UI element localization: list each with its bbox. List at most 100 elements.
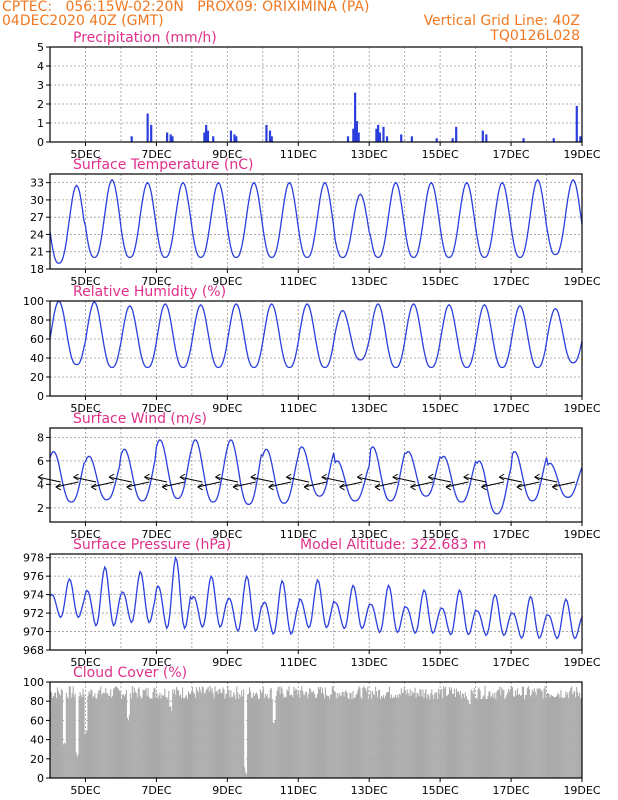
x-tick-label: 9DEC: [212, 656, 242, 669]
wind-arrow-head: [339, 486, 345, 491]
x-tick-label: 11DEC: [280, 528, 317, 541]
cloud-bar: [576, 687, 578, 778]
wind-arrow-head: [37, 473, 44, 478]
wind-arrow-head: [197, 483, 203, 488]
y-tick-label: 100: [23, 295, 44, 308]
cloud-bar: [511, 686, 513, 778]
cloud-bar: [397, 697, 399, 778]
x-tick-label: 13DEC: [351, 784, 388, 797]
y-tick-label: 972: [23, 607, 44, 620]
cloud-bar: [210, 690, 212, 778]
cloud-bar: [272, 722, 274, 778]
cloud-bar: [349, 692, 351, 778]
cloud-bar: [172, 689, 174, 778]
cloud-bar: [546, 692, 548, 778]
cloud-bar: [432, 694, 434, 778]
cloud-bar: [267, 698, 269, 778]
wind-arrow-head: [232, 483, 239, 488]
cloud-bar: [295, 688, 297, 778]
cloud-bar: [283, 698, 285, 778]
cloud-bar: [101, 694, 103, 778]
series-line: [49, 555, 583, 640]
precip-bar: [455, 126, 458, 142]
cloud-bar: [278, 686, 280, 778]
cloud-bar: [478, 687, 480, 778]
cloud-bar: [577, 692, 579, 778]
precip-bar: [146, 113, 149, 142]
cloud-bar: [530, 694, 532, 778]
cloud-bar: [115, 686, 117, 778]
cloud-bar: [221, 693, 223, 778]
cloud-bar: [59, 695, 61, 778]
cloud-bar: [483, 695, 485, 778]
cloud-bar: [197, 692, 199, 778]
precip-bar: [352, 128, 355, 142]
wind-arrow-head: [410, 486, 416, 491]
cloud-bar: [188, 693, 191, 778]
x-tick-label: 19DEC: [563, 784, 600, 797]
wind-arrow-head: [321, 473, 328, 478]
panel-title: Cloud Cover (%): [73, 665, 187, 681]
series-line: [49, 300, 583, 369]
cloud-bar: [270, 687, 272, 778]
cloud-bar: [146, 696, 148, 778]
wind-arrow: [357, 476, 380, 483]
cloud-bar: [403, 687, 405, 778]
cloud-bar: [308, 694, 310, 778]
cloud-bar: [307, 697, 309, 778]
cloud-bar: [513, 696, 515, 778]
cloud-bar: [453, 688, 456, 778]
cloud-bar: [135, 692, 137, 778]
cloud-bar: [281, 688, 283, 778]
cloud-bar: [385, 692, 388, 778]
x-tick-label: 19DEC: [563, 528, 600, 541]
precip-bar: [485, 134, 488, 142]
cloud-bar: [294, 690, 296, 778]
cloud-bar: [342, 691, 344, 778]
cloud-bar: [516, 688, 519, 778]
cloud-bar: [514, 696, 516, 778]
cloud-bar: [390, 694, 392, 778]
precip-bar: [481, 130, 484, 142]
cloud-bar: [302, 691, 304, 778]
header-location: CPTEC: 056:15W-02:20N PROX09: ORIXIMINA …: [2, 0, 370, 15]
cloud-bar: [181, 698, 183, 778]
cloud-bar: [327, 696, 329, 778]
cloud-bar: [430, 693, 432, 778]
cloud-bar: [457, 691, 459, 778]
cloud-bar: [173, 693, 175, 778]
cloud-bar: [56, 687, 58, 778]
x-tick-label: 7DEC: [141, 656, 171, 669]
cloud-bar: [456, 691, 458, 778]
wind-arrow: [126, 481, 150, 488]
cloud-bar: [316, 697, 318, 778]
cloud-bar: [232, 696, 234, 778]
x-tick-label: 15DEC: [422, 148, 459, 161]
wind-arrow-head: [91, 486, 97, 491]
cloud-bar: [534, 691, 536, 778]
cloud-bar: [394, 694, 396, 778]
cloud-bar: [578, 695, 580, 778]
cloud-bar: [359, 687, 361, 778]
y-tick-label: 6: [37, 455, 44, 468]
cloud-bar: [50, 691, 53, 778]
cloud-bar: [421, 696, 423, 778]
cloud-bar: [538, 688, 540, 778]
cloud-bar: [369, 695, 371, 778]
cloud-bar: [194, 697, 196, 778]
wind-arrow-head: [498, 476, 505, 481]
cloud-bar: [431, 689, 433, 778]
wind-arrow: [499, 476, 522, 483]
wind-arrow: [463, 476, 487, 483]
cloud-bar: [332, 688, 334, 778]
cloud-bar: [238, 698, 240, 778]
cloud-bar: [98, 690, 100, 778]
cloud-bar: [217, 694, 219, 778]
cloud-bar: [523, 699, 525, 778]
cloud-bar: [289, 695, 291, 778]
cloud-bar: [123, 696, 125, 778]
wind-arrow-head: [268, 483, 274, 488]
cloud-bar: [408, 695, 410, 778]
cloud-bar: [407, 693, 409, 778]
precip-bar: [150, 124, 153, 142]
